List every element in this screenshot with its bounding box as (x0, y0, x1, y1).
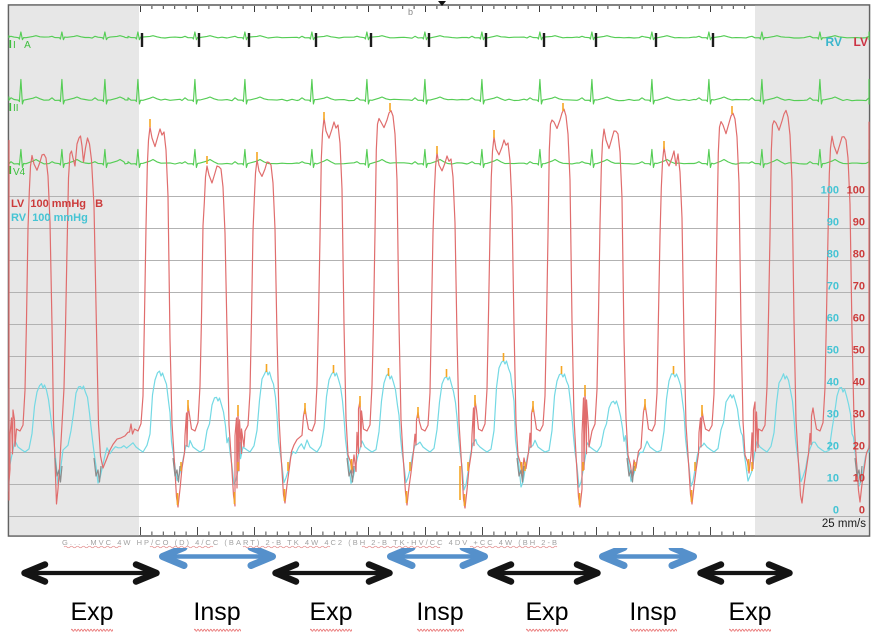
svg-text:50: 50 (853, 345, 865, 357)
svg-text:10: 10 (827, 473, 839, 485)
svg-text:RV 100 mmHg: RV 100 mmHg (11, 212, 88, 224)
svg-text:20: 20 (853, 441, 865, 453)
svg-text:70: 70 (827, 281, 839, 293)
svg-text:V4: V4 (13, 167, 26, 178)
svg-text:80: 80 (853, 249, 865, 261)
svg-text:90: 90 (853, 217, 865, 229)
svg-text:G... .MVC 4W HP/CO (D) 4/C: G... .MVC 4W HP/CO (D) 4/CC (BART) 2-B T… (62, 538, 557, 547)
svg-text:RV: RV (826, 35, 842, 49)
svg-text:25 mm/s: 25 mm/s (822, 518, 866, 530)
svg-text:100: 100 (821, 185, 839, 197)
svg-text:70: 70 (853, 281, 865, 293)
svg-text:40: 40 (853, 377, 865, 389)
svg-text:I A: I A (13, 40, 31, 51)
svg-text:LV 100 mmHg B: LV 100 mmHg B (11, 198, 103, 210)
svg-text:20: 20 (827, 441, 839, 453)
svg-text:b: b (408, 7, 413, 17)
svg-text:90: 90 (827, 217, 839, 229)
svg-text:80: 80 (827, 249, 839, 261)
svg-text:40: 40 (827, 377, 839, 389)
svg-text:0: 0 (833, 505, 839, 517)
svg-text:30: 30 (827, 409, 839, 421)
svg-text:50: 50 (827, 345, 839, 357)
svg-text:0: 0 (859, 505, 865, 517)
svg-text:60: 60 (853, 313, 865, 325)
svg-text:LV: LV (854, 35, 868, 49)
svg-text:10: 10 (853, 473, 865, 485)
svg-text:II: II (13, 103, 19, 114)
svg-text:60: 60 (827, 313, 839, 325)
svg-text:30: 30 (853, 409, 865, 421)
svg-text:100: 100 (847, 185, 865, 197)
